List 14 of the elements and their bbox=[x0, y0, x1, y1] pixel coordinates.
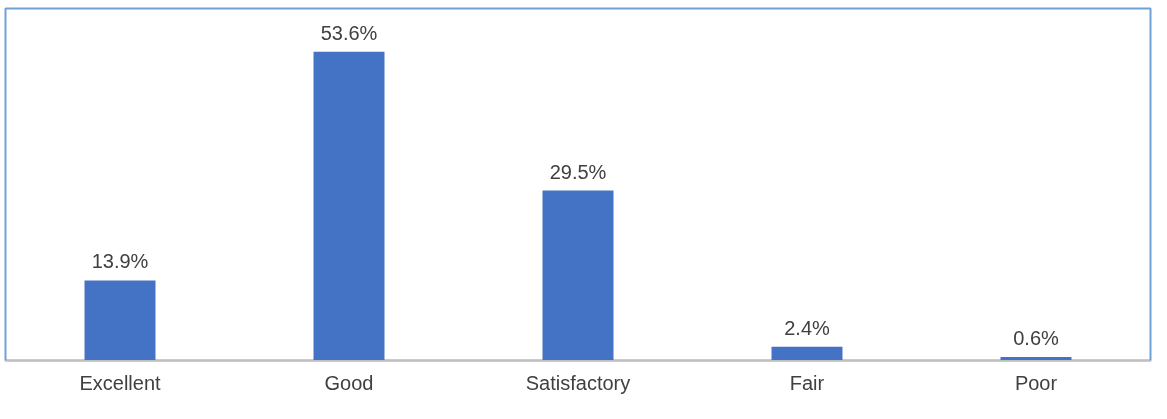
x-tick-label: Good bbox=[324, 371, 374, 394]
data-label: 0.6% bbox=[1013, 327, 1060, 350]
data-label: 13.9% bbox=[91, 250, 149, 273]
data-label: 53.6% bbox=[320, 21, 378, 44]
bar bbox=[313, 51, 385, 361]
bar bbox=[771, 346, 843, 361]
data-label: 29.5% bbox=[549, 160, 607, 183]
x-tick-label: Excellent bbox=[79, 371, 162, 394]
data-label: 2.4% bbox=[784, 316, 831, 339]
bar bbox=[84, 280, 156, 361]
bar bbox=[542, 190, 614, 361]
x-tick-label: Fair bbox=[789, 371, 825, 394]
x-tick-label: Poor bbox=[1014, 371, 1058, 394]
x-tick-label: Satisfactory bbox=[525, 371, 631, 394]
